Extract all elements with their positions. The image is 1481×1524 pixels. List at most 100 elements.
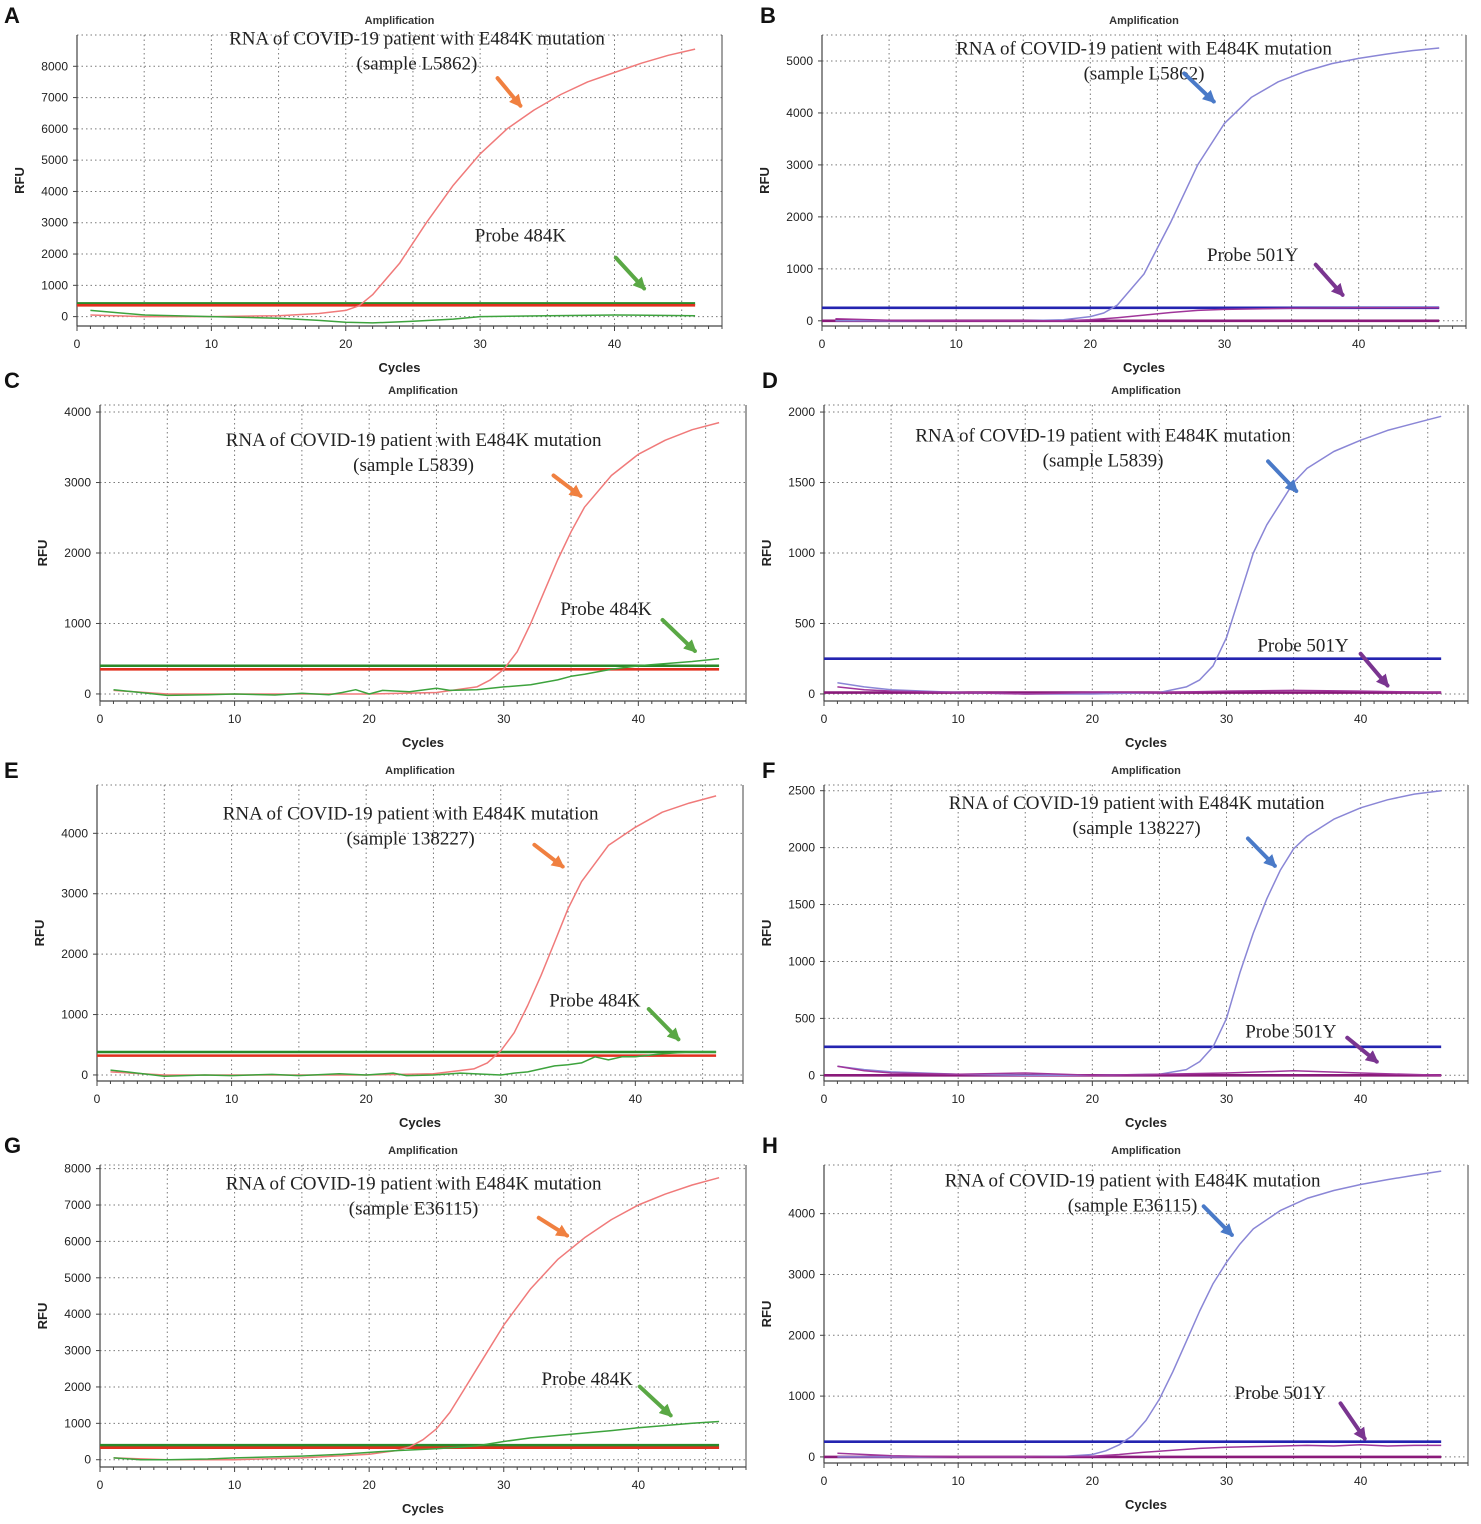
y-tick-label: 4000 xyxy=(788,1207,815,1221)
panel-letter: E xyxy=(4,758,19,783)
annotation-line: (sample L5862) xyxy=(357,53,478,74)
y-tick-label: 500 xyxy=(795,1011,815,1025)
panel-letter: D xyxy=(762,368,778,393)
annotation-line: RNA of COVID-19 patient with E484K mutat… xyxy=(915,426,1291,447)
series-probe-line xyxy=(837,1444,1442,1458)
x-tick-label: 0 xyxy=(821,1474,828,1488)
x-tick-label: 0 xyxy=(821,712,828,726)
y-tick-label: 4000 xyxy=(61,826,88,840)
x-tick-label: 10 xyxy=(225,1092,239,1106)
annotation-line: (sample E36115) xyxy=(349,1198,479,1219)
x-tick-label: 20 xyxy=(362,712,376,726)
arrow-rna xyxy=(495,76,523,108)
annotation-line: Probe 484K xyxy=(549,991,641,1012)
x-axis-label: Cycles xyxy=(1125,1115,1167,1130)
x-tick-label: 30 xyxy=(1220,1092,1234,1106)
annotation-line: Probe 501Y xyxy=(1245,1022,1337,1043)
y-axis-label: RFU xyxy=(759,1301,774,1328)
annotation-line: (sample L5839) xyxy=(1043,451,1164,472)
annotation-line: RNA of COVID-19 patient with E484K mutat… xyxy=(226,430,602,451)
annotation-probe: Probe 484K xyxy=(549,991,641,1012)
x-tick-label: 30 xyxy=(1220,1474,1234,1488)
x-tick-label: 10 xyxy=(949,337,963,351)
y-tick-label: 0 xyxy=(84,1453,91,1467)
annotation-rna: RNA of COVID-19 patient with E484K mutat… xyxy=(915,426,1291,472)
x-tick-label: 20 xyxy=(1086,1092,1100,1106)
chart-panel-h: H Amplification 0 1000 2000 3000 4000 0 10 20 30 40… xyxy=(759,1133,1469,1512)
y-tick-label: 8000 xyxy=(64,1162,91,1176)
arrow-probe xyxy=(613,255,647,291)
y-tick-label: 2000 xyxy=(64,1380,91,1394)
x-axis-label: Cycles xyxy=(402,1501,444,1516)
x-axis-label: Cycles xyxy=(1125,735,1167,750)
y-tick-label: 1000 xyxy=(61,1008,88,1022)
chart-panel-a: A Amplification 0 1000 2000 3000 4000 5000 6000 7… xyxy=(4,3,723,375)
series-probe-line xyxy=(110,1051,717,1077)
y-tick-label: 1000 xyxy=(788,954,815,968)
series-probe-line xyxy=(835,307,1440,322)
annotation-line: (sample 138227) xyxy=(346,828,474,849)
annotation-line: RNA of COVID-19 patient with E484K mutat… xyxy=(956,39,1332,60)
y-tick-label: 2500 xyxy=(788,784,815,798)
y-tick-label: 7000 xyxy=(64,1198,91,1212)
annotation-line: RNA of COVID-19 patient with E484K mutat… xyxy=(223,803,599,824)
x-tick-label: 40 xyxy=(1354,712,1368,726)
arrow-probe xyxy=(1345,1035,1379,1064)
chart-panel-d: D Amplification 0 500 1000 1500 2000 0 10 20 30 40 C… xyxy=(759,368,1469,750)
y-tick-label: 3000 xyxy=(788,1267,815,1281)
x-tick-label: 0 xyxy=(97,1478,104,1492)
chart-panel-e: E Amplification 0 1000 2000 3000 4000 0 10 20 30 40… xyxy=(4,758,744,1130)
annotation-probe: Probe 501Y xyxy=(1245,1022,1337,1043)
x-tick-label: 10 xyxy=(951,1092,965,1106)
panel-letter: G xyxy=(4,1133,21,1158)
x-axis-label: Cycles xyxy=(402,735,444,750)
annotation-line: RNA of COVID-19 patient with E484K mutat… xyxy=(949,793,1325,814)
y-axis-label: RFU xyxy=(32,920,47,947)
y-tick-label: 1000 xyxy=(64,1416,91,1430)
x-tick-label: 20 xyxy=(362,1478,376,1492)
panel-letter: B xyxy=(760,3,776,28)
y-tick-label: 2000 xyxy=(41,247,68,261)
arrow-rna xyxy=(536,1215,570,1238)
x-tick-label: 10 xyxy=(951,712,965,726)
y-axis-label: RFU xyxy=(759,540,774,567)
series-probe-line xyxy=(113,1420,720,1461)
annotation-line: (sample L5862) xyxy=(1084,64,1205,85)
y-tick-label: 6000 xyxy=(64,1234,91,1248)
x-tick-label: 20 xyxy=(359,1092,373,1106)
annotation-probe: Probe 501Y xyxy=(1207,245,1299,266)
x-tick-label: 20 xyxy=(1086,1474,1100,1488)
y-tick-label: 0 xyxy=(84,687,91,701)
x-tick-label: 40 xyxy=(1352,337,1366,351)
x-tick-label: 0 xyxy=(74,337,81,351)
annotation-probe: Probe 484K xyxy=(475,226,567,247)
annotation-line: Probe 501Y xyxy=(1257,636,1349,657)
annotation-line: Probe 501Y xyxy=(1207,245,1299,266)
x-axis-label: Cycles xyxy=(379,360,421,375)
panel-letter: C xyxy=(4,368,20,393)
x-tick-label: 0 xyxy=(94,1092,101,1106)
x-tick-label: 30 xyxy=(494,1092,508,1106)
x-tick-label: 10 xyxy=(228,712,242,726)
series-rna-line xyxy=(835,47,1440,322)
arrow-rna xyxy=(532,842,565,869)
y-tick-label: 1000 xyxy=(788,546,815,560)
arrow-probe xyxy=(1338,1401,1367,1441)
x-tick-label: 40 xyxy=(608,337,622,351)
arrow-rna xyxy=(551,473,583,498)
x-tick-label: 30 xyxy=(1220,712,1234,726)
x-tick-label: 0 xyxy=(97,712,104,726)
arrow-probe xyxy=(637,1384,673,1418)
chart-title: Amplification xyxy=(1111,765,1181,777)
y-tick-label: 1000 xyxy=(788,1389,815,1403)
y-tick-label: 0 xyxy=(808,1068,815,1082)
y-tick-label: 0 xyxy=(61,310,68,324)
y-tick-label: 2000 xyxy=(786,210,813,224)
x-tick-label: 10 xyxy=(205,337,219,351)
annotation-probe: Probe 484K xyxy=(560,599,652,620)
chart-panel-f: F Amplification 0 500 1000 1500 2000 2500 0 10 20 3… xyxy=(759,758,1469,1130)
y-tick-label: 3000 xyxy=(61,887,88,901)
series-probe-line xyxy=(90,309,696,324)
y-tick-label: 4000 xyxy=(786,106,813,120)
